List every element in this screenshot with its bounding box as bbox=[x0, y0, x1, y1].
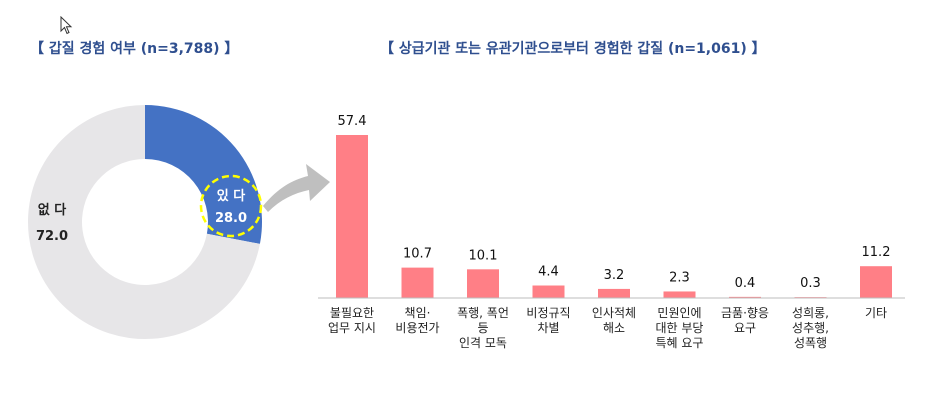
highlight-dashed-circle bbox=[199, 174, 263, 238]
donut-slice-value-0: 28.0 bbox=[215, 211, 247, 226]
bar-value-label-0: 57.4 bbox=[338, 114, 367, 129]
arrow-shape bbox=[263, 164, 330, 212]
bar-category-label-3: 비정규직 차별 bbox=[526, 306, 570, 335]
bar-category-label-5: 민원인에 대한 부당 특혜 요구 bbox=[656, 306, 704, 350]
donut-slice-0 bbox=[145, 105, 263, 244]
bar-value-label-4: 3.2 bbox=[604, 268, 625, 283]
bar-category-label-8: 기타 bbox=[865, 306, 887, 320]
bar-0 bbox=[336, 135, 368, 298]
bar-category-label-2: 폭행, 폭언 등 인격 모독 bbox=[457, 305, 509, 350]
donut-slice-1 bbox=[27, 105, 260, 339]
bar-1 bbox=[401, 267, 434, 298]
bar-category-label-7: 성희롱, 성추행, 성폭행 bbox=[792, 306, 829, 350]
bar-6 bbox=[729, 296, 761, 298]
bar-category-label-0: 불필요한 업무 지시 bbox=[328, 306, 376, 335]
bar-chart: 57.4 불필요한 업무 지시 10.7 책임· 비용전가 10.1 폭행, 폭언 등 인격 모독… bbox=[318, 114, 905, 350]
bar-value-label-8: 11.2 bbox=[862, 245, 891, 260]
bar-3 bbox=[532, 285, 565, 298]
bar-2 bbox=[467, 269, 499, 298]
donut-chart: 있 다 28.0 없 다 72.0 bbox=[27, 105, 263, 339]
bar-category-label-6: 금품·향응 요구 bbox=[721, 306, 769, 335]
bar-value-label-7: 0.3 bbox=[800, 276, 821, 291]
bar-chart-title: 【 상급기관 또는 유관기관으로부터 경험한 갑질 (n=1,061) 】 bbox=[380, 41, 766, 57]
donut-slice-label-1: 없 다 bbox=[38, 202, 66, 218]
bar-value-label-6: 0.4 bbox=[735, 276, 756, 291]
donut-slice-value-1: 72.0 bbox=[36, 229, 68, 244]
bar-5 bbox=[663, 291, 696, 298]
bar-value-label-2: 10.1 bbox=[469, 248, 498, 263]
bar-value-label-5: 2.3 bbox=[669, 270, 690, 285]
bar-8 bbox=[860, 266, 892, 298]
bar-category-label-4: 인사적체 해소 bbox=[592, 306, 636, 335]
mouse-cursor-icon bbox=[60, 16, 73, 35]
donut-chart-title: 【 갑질 경험 여부 (n=3,788) 】 bbox=[30, 41, 239, 57]
bar-value-label-3: 4.4 bbox=[538, 265, 559, 280]
bar-category-label-1: 책임· 비용전가 bbox=[395, 305, 439, 335]
bar-4 bbox=[598, 288, 630, 298]
bar-value-label-1: 10.7 bbox=[403, 247, 432, 262]
donut-slice-label-0: 있 다 bbox=[217, 188, 245, 204]
